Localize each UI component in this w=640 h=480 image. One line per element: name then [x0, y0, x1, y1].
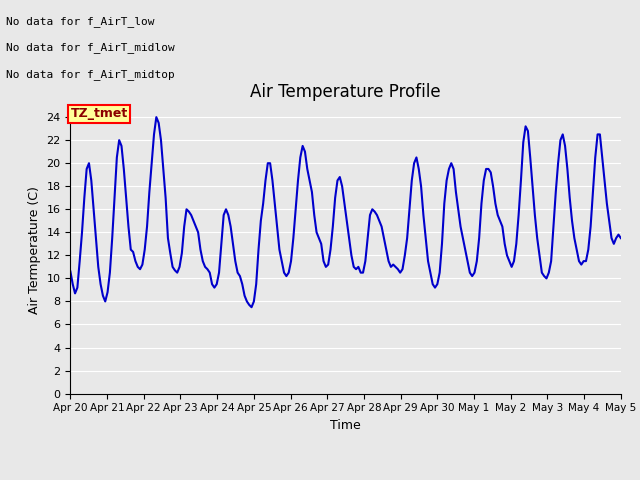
Text: TZ_tmet: TZ_tmet [70, 107, 127, 120]
Title: Air Temperature Profile: Air Temperature Profile [250, 83, 441, 101]
X-axis label: Time: Time [330, 419, 361, 432]
Text: No data for f_AirT_low: No data for f_AirT_low [6, 16, 155, 27]
Text: No data for f_AirT_midtop: No data for f_AirT_midtop [6, 69, 175, 80]
Text: No data for f_AirT_midlow: No data for f_AirT_midlow [6, 42, 175, 53]
Y-axis label: Air Termperature (C): Air Termperature (C) [28, 186, 41, 313]
